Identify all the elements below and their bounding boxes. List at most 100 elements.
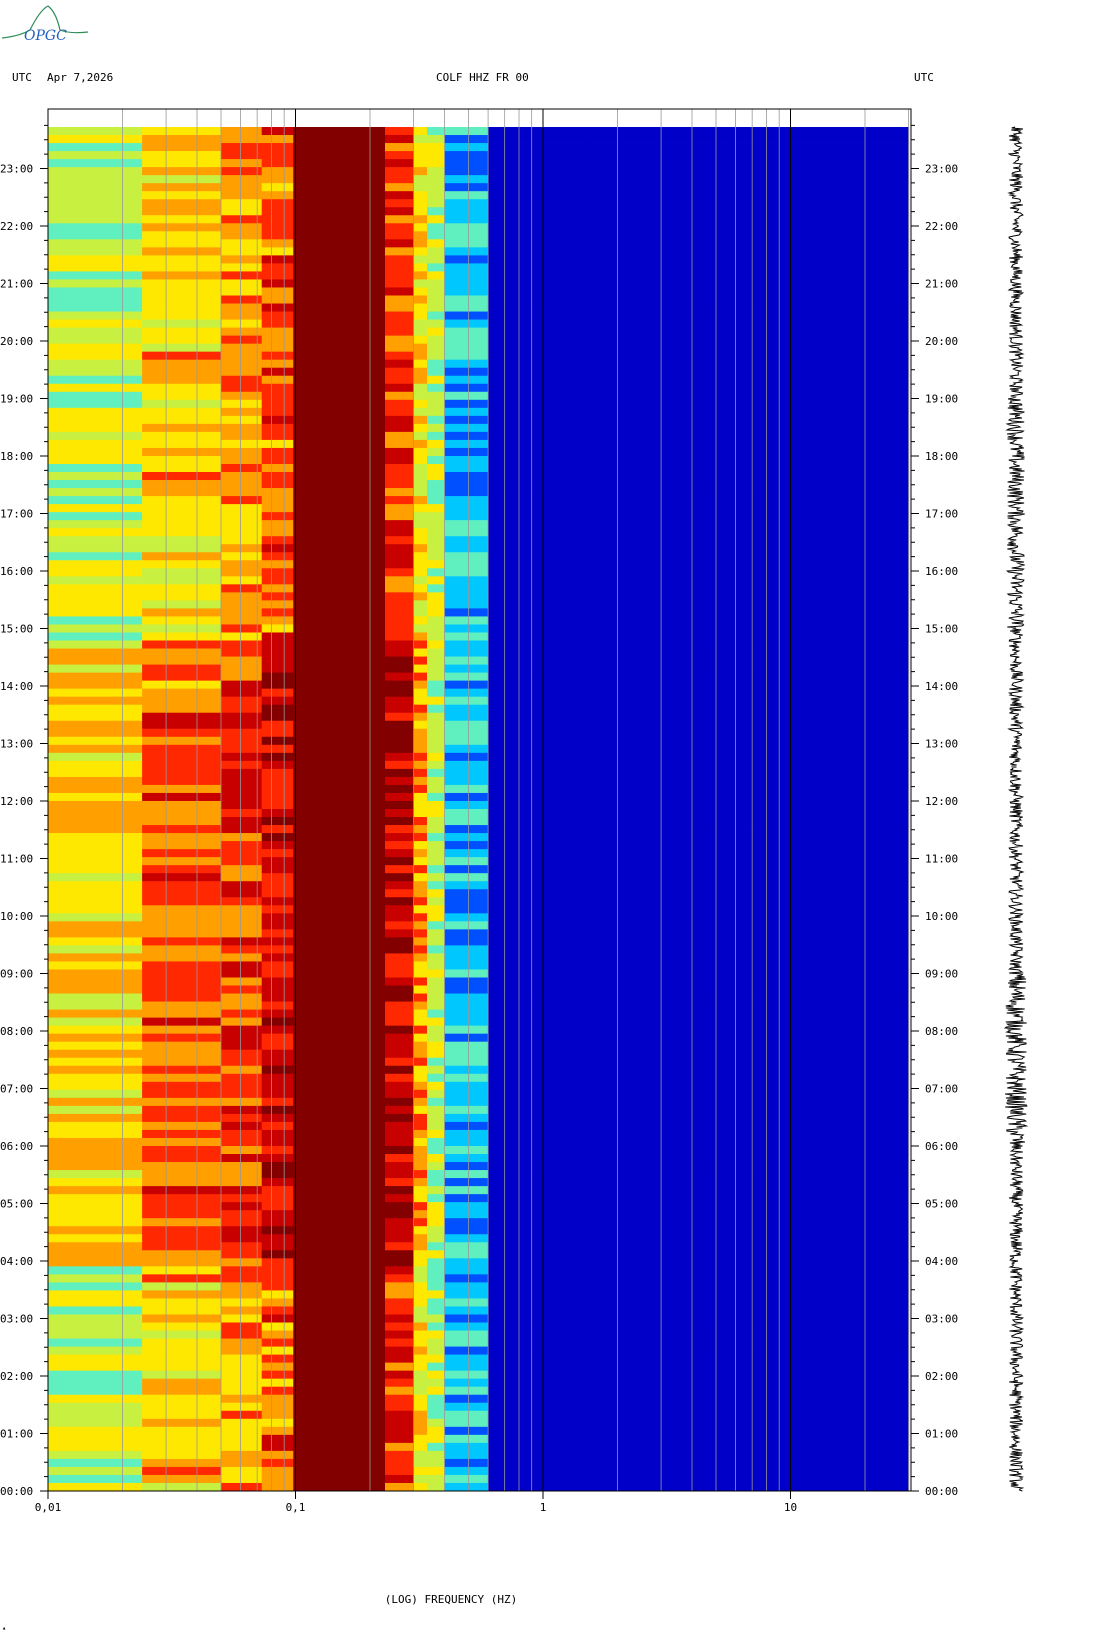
heatmap-cell [385,768,415,778]
heatmap-cell [488,552,588,561]
heatmap-cell [385,680,415,690]
heatmap-cell [261,1442,294,1452]
heatmap-cell [586,760,910,770]
heatmap-cell [586,833,910,842]
heatmap-cell [48,929,143,938]
heatmap-cell [586,680,910,690]
seismic-waveform [1003,126,1029,1492]
heatmap-cell [413,504,428,513]
heatmap-cell [221,472,263,481]
heatmap-cell [48,1105,143,1115]
heatmap-cell [293,849,386,858]
heatmap-cell [48,913,143,922]
y-tick-label-left: 14:00 [0,680,33,693]
heatmap-cell [385,351,415,361]
heatmap-cell [142,1346,222,1355]
heatmap-cell [261,1057,294,1067]
heatmap-cell [261,929,294,938]
heatmap-cell [444,921,489,930]
heatmap-cell [221,800,263,810]
heatmap-cell [221,1234,263,1243]
heatmap-cell [427,865,445,874]
heatmap-cell [444,1354,489,1364]
heatmap-cell [142,239,222,248]
heatmap-cell [48,712,143,722]
heatmap-cell [385,1105,415,1115]
y-tick-label-left: 00:00 [0,1485,33,1498]
heatmap-cell [444,303,489,312]
heatmap-cell [293,1001,386,1010]
heatmap-cell [413,889,428,898]
heatmap-cell [48,1170,143,1179]
heatmap-cell [385,921,415,930]
heatmap-cell [221,1314,263,1323]
heatmap-cell [293,728,386,738]
heatmap-cell [413,175,428,184]
heatmap-cell [488,809,588,818]
heatmap-cell [48,672,143,682]
heatmap-cell [385,929,415,938]
heatmap-cell [488,792,588,802]
heatmap-cell [261,600,294,609]
heatmap-cell [488,584,588,593]
heatmap-cell [142,985,222,994]
heatmap-cell [142,1234,222,1243]
heatmap-cell [142,175,222,184]
heatmap-cell [586,1162,910,1171]
heatmap-cell [261,1338,294,1347]
heatmap-cell [293,1065,386,1075]
heatmap-cell [413,552,428,561]
heatmap-cell [261,271,294,280]
heatmap-cell [488,1442,588,1452]
heatmap-cell [427,439,445,449]
heatmap-cell [444,600,489,609]
heatmap-cell [142,1162,222,1171]
heatmap-cell [142,1266,222,1275]
heatmap-cell [221,488,263,497]
heatmap-cell [261,664,294,673]
heatmap-cell [261,488,294,497]
heatmap-cell [488,1402,588,1412]
heatmap-cell [293,568,386,577]
heatmap-cell [48,1049,143,1059]
heatmap-cell [586,512,910,521]
y-tick-label-right: 03:00 [925,1313,958,1326]
heatmap-cell [586,1065,910,1075]
heatmap-cell [48,255,143,264]
heatmap-cell [488,849,588,858]
heatmap-cell [444,1017,489,1027]
heatmap-cell [444,383,489,393]
heatmap-cell [488,560,588,569]
heatmap-cell [142,480,222,489]
heatmap-cell [142,720,222,730]
heatmap-cell [586,311,910,320]
heatmap-cell [427,544,445,553]
heatmap-cell [586,455,910,465]
heatmap-cell [48,143,143,152]
heatmap-cell [385,792,415,802]
heatmap-cell [48,961,143,970]
heatmap-cell [293,1410,386,1420]
heatmap-cell [427,423,445,433]
heatmap-cell [221,544,263,553]
heatmap-cell [261,239,294,248]
heatmap-cell [293,1346,386,1355]
heatmap-cell [427,552,445,561]
heatmap-cell [488,327,588,337]
heatmap-cell [293,680,386,690]
heatmap-cell [293,1049,386,1059]
heatmap-cell [444,1033,489,1043]
heatmap-cell [444,704,489,714]
heatmap-cell [385,520,415,529]
heatmap-cell [142,1386,222,1396]
heatmap-cell [488,303,588,312]
heatmap-cell [427,873,445,882]
heatmap-cell [385,488,415,497]
heatmap-cell [488,1097,588,1107]
heatmap-cell [221,1137,263,1147]
heatmap-cell [261,1065,294,1075]
heatmap-cell [261,616,294,625]
heatmap-cell [385,1378,415,1388]
heatmap-cell [385,496,415,505]
heatmap-cell [427,664,445,673]
